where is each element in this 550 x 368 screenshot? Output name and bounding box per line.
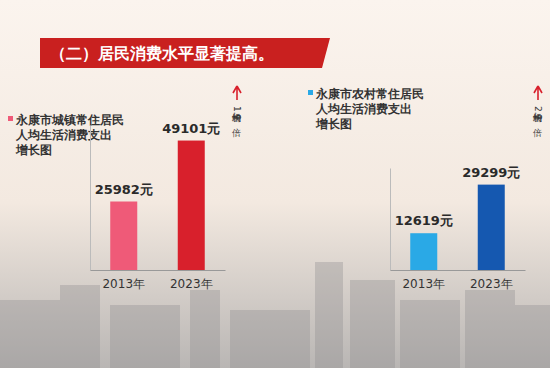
data-label: 12619元 bbox=[395, 213, 453, 228]
y-axis-line bbox=[90, 126, 91, 271]
skyline-building bbox=[465, 290, 515, 368]
annotation: 增长约2.3倍 bbox=[533, 86, 544, 138]
data-label: 49101元 bbox=[162, 121, 220, 136]
x-tick-label: 2023年 bbox=[470, 277, 513, 291]
y-axis bbox=[390, 169, 391, 271]
skyline-building bbox=[400, 300, 460, 368]
x-axis-line bbox=[391, 270, 526, 271]
background bbox=[0, 0, 550, 368]
bar bbox=[478, 185, 505, 270]
skyline bbox=[0, 262, 550, 368]
chart-title: 永康市城镇常住居民人均生活消费支出增长图 bbox=[8, 113, 124, 157]
y-axis bbox=[90, 126, 91, 271]
x-tick: 2023年 bbox=[470, 270, 513, 291]
skyline-building bbox=[190, 290, 220, 368]
title-marker bbox=[308, 90, 313, 95]
chart: 永康市城镇常住居民人均生活消费支出增长图 2013年 2023年 25982元 4910… bbox=[8, 86, 243, 291]
data-labels: 12619元 29299元 bbox=[395, 165, 521, 229]
x-tick-label: 2023年 bbox=[170, 277, 213, 291]
y-axis-line bbox=[390, 169, 391, 271]
x-tick: 2023年 bbox=[170, 270, 213, 291]
chart-root: （二）居民消费水平显著提高。永康市城镇常住居民人均生活消费支出增长图2013年2… bbox=[0, 0, 550, 368]
skyline-building bbox=[60, 285, 100, 368]
title-marker bbox=[8, 116, 13, 121]
skyline-building bbox=[350, 280, 395, 368]
chart-title-text: 永康市城镇常住居民人均生活消费支出增长图 bbox=[15, 113, 124, 157]
data-labels: 25982元 49101元 bbox=[95, 121, 221, 197]
skyline-building bbox=[230, 310, 310, 368]
x-axis: 2013年 2023年 bbox=[391, 270, 526, 291]
skyline-building bbox=[0, 300, 60, 368]
title-banner: （二）居民消费水平显著提高。 bbox=[40, 38, 330, 68]
bar bbox=[410, 233, 437, 270]
skyline-building bbox=[515, 305, 550, 368]
growth-arrow bbox=[233, 86, 241, 100]
x-tick: 2013年 bbox=[402, 270, 445, 291]
x-axis-line bbox=[91, 270, 226, 271]
x-tick: 2013年 bbox=[102, 270, 145, 291]
chart-title: 永康市农村常住居民人均生活消费支出增长图 bbox=[308, 87, 424, 131]
x-axis: 2013年 2023年 bbox=[91, 270, 226, 291]
growth-arrow bbox=[534, 86, 542, 100]
x-tick-label: 2013年 bbox=[102, 277, 145, 291]
annotation: 增长约1.9倍 bbox=[232, 86, 243, 138]
bar bbox=[110, 202, 137, 270]
bars bbox=[110, 141, 205, 270]
data-label: 25982元 bbox=[95, 182, 153, 197]
data-label: 29299元 bbox=[462, 165, 520, 180]
chart: 永康市农村常住居民人均生活消费支出增长图 2013年 2023年 12619元 2929… bbox=[308, 86, 544, 291]
skyline-building bbox=[315, 262, 343, 368]
annotation-text: 增长约2.3倍 bbox=[533, 106, 544, 138]
annotation-text: 增长约1.9倍 bbox=[232, 106, 243, 138]
chart-title-text: 永康市农村常住居民人均生活消费支出增长图 bbox=[315, 87, 424, 131]
bar bbox=[178, 141, 205, 270]
title: （二）居民消费水平显著提高。 bbox=[50, 44, 274, 63]
banner-shape bbox=[40, 38, 330, 68]
x-tick-label: 2013年 bbox=[402, 277, 445, 291]
skyline-building bbox=[110, 305, 180, 368]
